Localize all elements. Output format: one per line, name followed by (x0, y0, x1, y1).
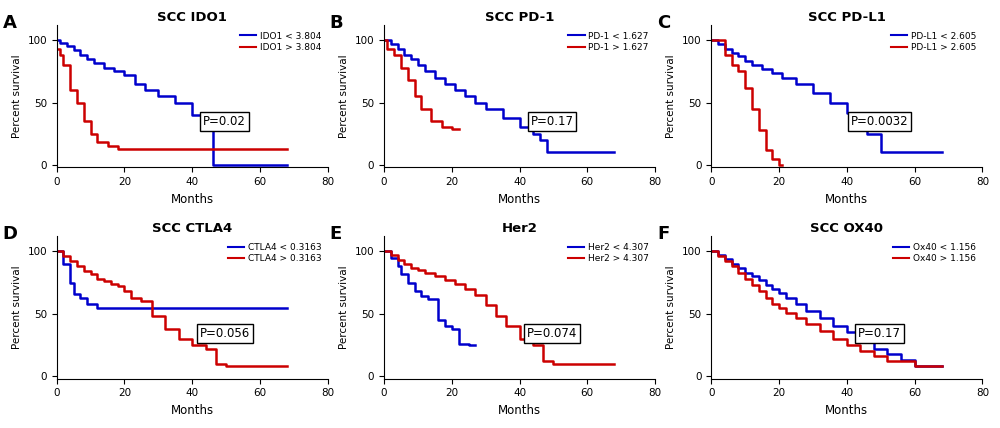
Text: P=0.0032: P=0.0032 (851, 116, 908, 128)
Y-axis label: Percent survival: Percent survival (666, 54, 676, 138)
X-axis label: Months: Months (498, 193, 541, 206)
Text: P=0.17: P=0.17 (858, 327, 901, 340)
Text: B: B (330, 14, 343, 32)
Text: P=0.074: P=0.074 (527, 327, 577, 340)
Y-axis label: Percent survival: Percent survival (339, 266, 349, 349)
Y-axis label: Percent survival: Percent survival (12, 54, 22, 138)
Text: A: A (2, 14, 16, 32)
Y-axis label: Percent survival: Percent survival (666, 266, 676, 349)
Y-axis label: Percent survival: Percent survival (339, 54, 349, 138)
Legend: PD-L1 < 2.605, PD-L1 > 2.605: PD-L1 < 2.605, PD-L1 > 2.605 (889, 30, 978, 54)
Legend: Her2 < 4.307, Her2 > 4.307: Her2 < 4.307, Her2 > 4.307 (566, 241, 650, 265)
Text: F: F (657, 225, 669, 243)
Title: SCC PD-L1: SCC PD-L1 (808, 11, 886, 24)
Text: P=0.17: P=0.17 (531, 116, 574, 128)
Legend: CTLA4 < 0.3163, CTLA4 > 0.3163: CTLA4 < 0.3163, CTLA4 > 0.3163 (226, 241, 323, 265)
Title: Her2: Her2 (502, 222, 537, 235)
Title: SCC OX40: SCC OX40 (810, 222, 883, 235)
X-axis label: Months: Months (171, 404, 214, 417)
X-axis label: Months: Months (171, 193, 214, 206)
Text: P=0.056: P=0.056 (200, 327, 250, 340)
Legend: Ox40 < 1.156, Ox40 > 1.156: Ox40 < 1.156, Ox40 > 1.156 (891, 241, 978, 265)
X-axis label: Months: Months (825, 404, 868, 417)
Title: SCC IDO1: SCC IDO1 (157, 11, 227, 24)
Legend: PD-1 < 1.627, PD-1 > 1.627: PD-1 < 1.627, PD-1 > 1.627 (567, 30, 650, 54)
Text: P=0.02: P=0.02 (203, 116, 246, 128)
Text: E: E (330, 225, 342, 243)
X-axis label: Months: Months (825, 193, 868, 206)
Y-axis label: Percent survival: Percent survival (12, 266, 22, 349)
Legend: IDO1 < 3.804, IDO1 > 3.804: IDO1 < 3.804, IDO1 > 3.804 (238, 30, 323, 54)
Title: SCC PD-1: SCC PD-1 (485, 11, 554, 24)
Text: C: C (657, 14, 670, 32)
Text: D: D (2, 225, 17, 243)
Title: SCC CTLA4: SCC CTLA4 (152, 222, 232, 235)
X-axis label: Months: Months (498, 404, 541, 417)
